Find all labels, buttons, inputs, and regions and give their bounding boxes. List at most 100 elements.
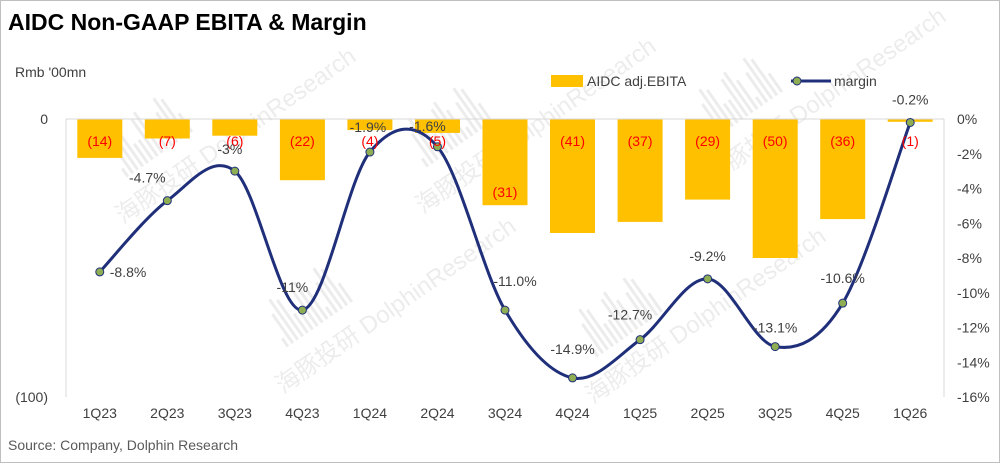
watermark-stroke [271, 313, 295, 345]
bar-1Q24 [347, 119, 393, 131]
bar-2Q24 [415, 119, 460, 133]
bar-label-2Q24: (5) [429, 133, 446, 149]
margin-marker-1Q25 [635, 335, 645, 345]
x-tick-1Q26: 1Q26 [893, 405, 927, 421]
source-note: Source: Company, Dolphin Research [8, 437, 239, 453]
x-tick-4Q25: 4Q25 [826, 405, 860, 421]
watermark-stroke [337, 282, 354, 303]
margin-marker-2Q25 [703, 274, 713, 284]
left-tick-label: 0 [40, 111, 48, 127]
bar-2Q23 [144, 119, 190, 139]
margin-marker-1Q24 [365, 147, 375, 157]
bar-label-1Q24: (4) [361, 133, 378, 149]
unit-label: Rmb '00mn [15, 64, 87, 80]
margin-label-1Q23: -8.8% [110, 264, 147, 280]
margin-marker-3Q25 [770, 342, 780, 352]
bar-4Q24 [550, 119, 595, 233]
watermark-stroke [720, 78, 749, 117]
right-tick-label: -12% [957, 320, 990, 336]
bar-4Q23 [279, 119, 325, 181]
right-tick-label: -4% [957, 181, 982, 197]
right-tick-label: -10% [957, 285, 990, 301]
margin-label-4Q25: -10.6% [821, 270, 865, 286]
watermark-stroke [421, 157, 430, 168]
margin-marker-3Q24 [500, 305, 510, 315]
watermark-stroke [477, 102, 494, 123]
legend-line-label: margin [834, 73, 877, 89]
margin-markers [95, 117, 915, 383]
margin-label-3Q23: -3% [217, 141, 242, 157]
margin-label-4Q24: -14.9% [550, 341, 594, 357]
x-tick-1Q23: 1Q23 [83, 405, 117, 421]
legend-bar-swatch [551, 75, 583, 87]
right-axis-ticks: 0% -2% -4% -6% -8% -10% -12% -14% -16% [957, 111, 990, 405]
margin-label-2Q24: -1.6% [409, 118, 446, 134]
bar-labels: (14) (7) (6) (22) (4) (5) (31) (41) (37) (29) (50)… [87, 133, 918, 200]
watermark-stroke [130, 118, 159, 157]
bar-label-4Q25: (36) [830, 133, 855, 149]
watermark-stroke [727, 98, 744, 121]
watermark-stroke [437, 128, 454, 151]
watermark-stroke [735, 79, 759, 111]
watermark-stroke [600, 298, 629, 337]
watermark-stroke [591, 347, 600, 358]
x-tick-3Q25: 3Q25 [758, 405, 792, 421]
watermark-stroke [464, 126, 474, 137]
x-tick-4Q24: 4Q24 [555, 405, 589, 421]
bar-label-1Q23: (14) [87, 133, 112, 149]
legend: AIDC adj.EBITA margin [551, 73, 877, 89]
watermark-stroke [634, 316, 644, 327]
left-axis-ticks: 0 (100) [15, 111, 48, 405]
watermark-stroke [292, 281, 324, 324]
x-tick-2Q23: 2Q23 [150, 405, 184, 421]
margin-labels: -8.8% -4.7% -3% -11% -1.9% -1.6% -11.0% -14.9% -… [110, 91, 929, 356]
legend-bar-label: AIDC adj.EBITA [587, 73, 687, 89]
right-tick-label: -14% [957, 354, 990, 370]
x-tick-2Q24: 2Q24 [420, 405, 454, 421]
watermark-stroke [268, 298, 300, 341]
watermark-stroke [305, 289, 329, 321]
watermark-stroke [133, 142, 149, 164]
x-tick-1Q25: 1Q25 [623, 405, 657, 421]
bar-1Q23 [77, 119, 123, 158]
watermark-stroke [455, 101, 479, 134]
margin-label-3Q24: -11.0% [493, 273, 536, 289]
margin-label-1Q26: -0.2% [892, 91, 929, 107]
watermark-stroke [320, 268, 349, 307]
watermark-stroke [312, 267, 344, 310]
watermark-stroke [433, 132, 449, 154]
bar-3Q23 [212, 119, 258, 136]
bar-label-1Q26: (1) [902, 133, 919, 149]
watermark-stroke [742, 57, 774, 100]
margin-label-1Q25: -12.7% [608, 307, 652, 323]
margin-marker-1Q26 [905, 117, 915, 127]
bar-1Q25 [617, 119, 663, 222]
bar-label-1Q25: (37) [628, 133, 653, 149]
watermark-stroke [460, 88, 489, 127]
bar-label-3Q25: (50) [763, 133, 788, 149]
x-axis-ticks: 1Q23 2Q23 3Q23 4Q23 1Q24 2Q24 3Q24 4Q24 1Q25 2Q25… [83, 405, 928, 421]
watermark-0: 海豚投研 DolphinResearch [108, 43, 361, 229]
watermark-stroke [754, 96, 764, 107]
margin-marker-4Q25 [838, 298, 848, 308]
margin-marker-1Q23 [95, 267, 105, 277]
margin-label-2Q23: -4.7% [129, 170, 166, 186]
watermark-stroke [275, 299, 304, 338]
watermark-stroke [137, 138, 154, 161]
watermark-stroke [647, 292, 664, 313]
bar-label-3Q23: (6) [226, 133, 243, 149]
watermark-stroke [622, 277, 654, 320]
margin-marker-4Q23 [297, 305, 307, 315]
watermark-stroke [625, 291, 649, 324]
bar-label-4Q24: (41) [560, 133, 585, 149]
right-tick-label: -8% [957, 250, 982, 266]
watermark-stroke [745, 71, 769, 104]
margin-label-3Q25: -13.1% [753, 320, 797, 336]
watermark-stroke [121, 167, 130, 178]
x-tick-4Q23: 4Q23 [285, 405, 319, 421]
watermark-stroke [767, 72, 784, 93]
watermark-stroke [615, 299, 639, 331]
watermark-stroke [578, 308, 610, 351]
